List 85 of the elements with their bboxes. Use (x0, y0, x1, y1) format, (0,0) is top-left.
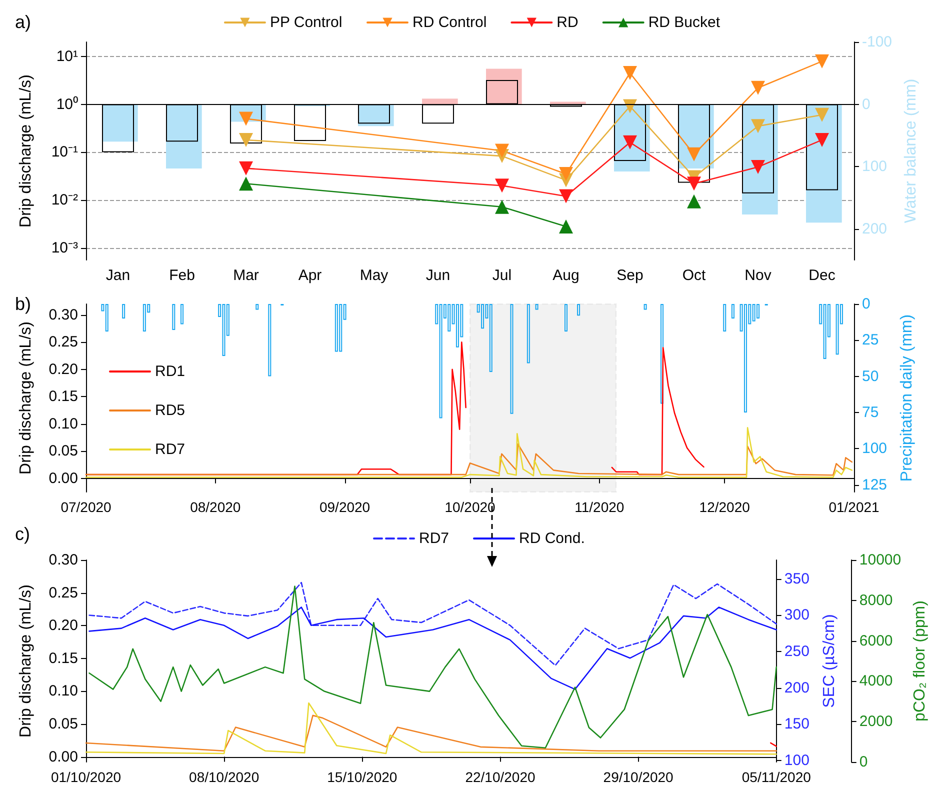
y2-tick-label: 200 (862, 220, 888, 238)
y2-tick-label: 0 (862, 96, 870, 113)
y-tick-label: 0.05 (48, 442, 78, 460)
y-axis-title: Drip discharge (mL/s) (18, 584, 34, 738)
y3-tick-label: 4000 (859, 672, 893, 690)
y-axis-title: Drip discharge (mL/s) (18, 74, 34, 228)
legend-label: RD7 (155, 441, 186, 458)
y-tick-label: 0.10 (48, 682, 78, 700)
legend-label: RD5 (155, 402, 186, 419)
y3-tick-label: 2000 (859, 713, 893, 730)
legend-label: RD Bucket (648, 14, 721, 31)
x-tick-label: Oct (682, 267, 706, 284)
chart-title: c) (15, 524, 30, 544)
legend-label: RD Cond. (519, 530, 585, 547)
y2-tick-label: 125 (862, 476, 888, 494)
x-tick-label: 11/2020 (574, 499, 624, 515)
y-tick-label: 0.15 (48, 650, 78, 667)
legend-label: RD Control (412, 14, 487, 31)
y2-tick-label: 0 (862, 296, 870, 312)
y-tick-label: 0.30 (48, 306, 78, 324)
x-tick-label: Jul (492, 267, 512, 284)
y2-tick-label: 50 (862, 368, 879, 385)
y2-tick-label: 250 (784, 643, 810, 660)
y2-tick-label: 300 (784, 606, 810, 624)
x-tick-label: Mar (233, 267, 259, 284)
y-tick-label: 10⁰ (56, 96, 78, 113)
y2-axis-title: Precipitation daily (mm) (898, 314, 916, 482)
y2-axis-title: SEC (µS/cm) (820, 614, 838, 708)
y3-tick-label: 8000 (859, 592, 893, 609)
y2-tick-label: -100 (862, 34, 892, 50)
y2-tick-label: 100 (862, 158, 888, 176)
x-tick-label: Apr (298, 267, 322, 284)
x-tick-label: 22/10/2020 (465, 769, 536, 785)
y3-tick-label: 6000 (859, 632, 893, 650)
x-tick-label: 15/10/2020 (327, 769, 398, 785)
x-tick-label: 08/2020 (190, 499, 241, 515)
x-tick-label: 07/2020 (60, 499, 112, 515)
y-tick-label: 0.05 (48, 715, 78, 732)
y-axis-title: Drip discharge (mL/s) (18, 322, 34, 474)
chart-title: a) (15, 12, 32, 32)
x-tick-label: 08/10/2020 (189, 769, 260, 785)
y-tick-label: 0.25 (48, 584, 78, 602)
x-tick-label: 01/10/2020 (50, 769, 122, 785)
y-tick-label: 0.20 (48, 617, 78, 634)
y2-tick-label: 200 (784, 679, 810, 696)
x-tick-label: 29/10/2020 (603, 769, 674, 785)
x-tick-label: 09/2020 (319, 499, 370, 515)
y-tick-label: 0.20 (48, 360, 78, 378)
legend-label: PP Control (270, 14, 342, 31)
x-tick-label: May (360, 267, 389, 284)
x-tick-label: 01/2021 (828, 499, 880, 515)
legend-label: RD7 (419, 530, 450, 547)
y-tick-label: 10⁻¹ (51, 144, 78, 161)
x-tick-label: 10/2020 (444, 499, 496, 515)
y2-tick-label: 75 (862, 404, 879, 421)
chart-title: b) (15, 294, 32, 314)
x-tick-label: Sep (616, 267, 644, 284)
y2-tick-label: 25 (862, 332, 879, 349)
y-tick-label: 0.30 (48, 552, 78, 568)
x-tick-label: Nov (744, 267, 772, 284)
x-tick-label: Aug (552, 267, 580, 284)
x-tick-label: Feb (169, 267, 195, 284)
legend-label: RD1 (155, 363, 186, 380)
y3-tick-label: 0 (859, 754, 868, 770)
y-tick-label: 0.00 (48, 748, 78, 766)
y-tick-label: 10⁻² (51, 192, 78, 209)
y2-tick-label: 100 (784, 752, 810, 770)
y2-axis-title: Water balance (mm) (902, 78, 920, 224)
x-tick-label: 05/11/2020 (742, 769, 812, 785)
y-tick-label: 0.10 (48, 415, 78, 432)
x-tick-label: Dec (808, 267, 836, 284)
y-tick-label: 0.00 (48, 470, 78, 487)
legend-label: RD (556, 14, 579, 31)
y-tick-label: 0.25 (48, 334, 78, 351)
y-tick-label: 10⁻³ (51, 239, 78, 256)
x-tick-label: Jun (426, 267, 450, 284)
y2-tick-label: 150 (784, 716, 810, 733)
x-tick-label: 12/2020 (699, 499, 750, 515)
y2-tick-label: 100 (862, 440, 888, 458)
x-tick-label: Jan (106, 267, 130, 284)
y3-axis-title: pCO₂ floor (ppm) (912, 600, 928, 722)
y-tick-label: 10¹ (56, 48, 78, 65)
y3-tick-label: 10000 (859, 552, 902, 568)
y2-tick-label: 350 (784, 570, 810, 588)
y-tick-label: 0.15 (48, 388, 78, 406)
